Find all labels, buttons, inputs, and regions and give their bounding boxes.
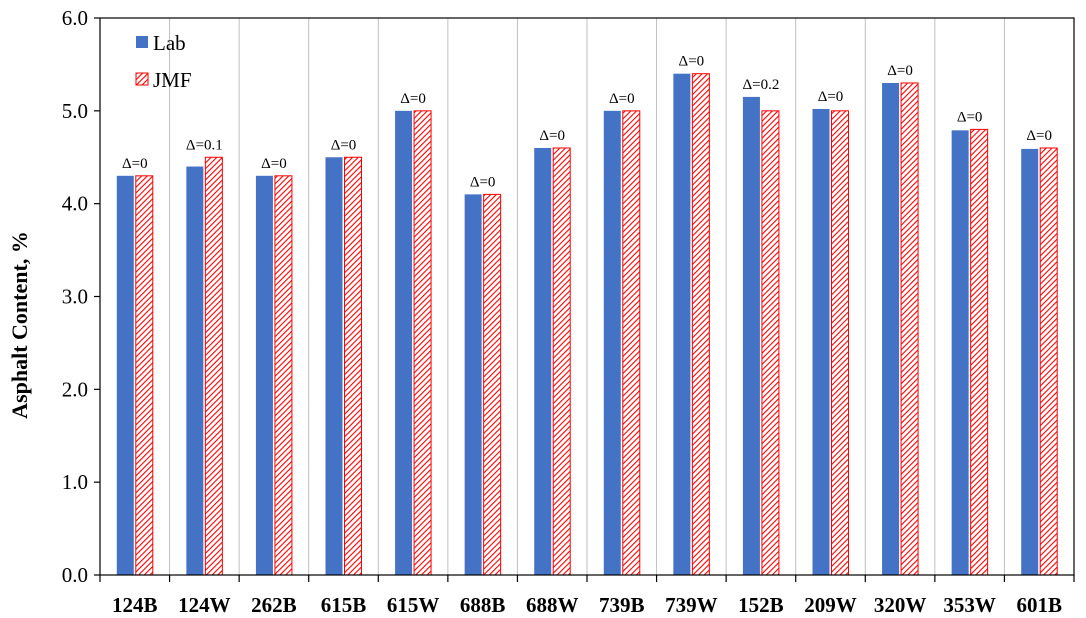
legend: Lab JMF [135,31,192,92]
axes: 0.0 1.0 2.0 3.0 4.0 5.0 6.0 124B 124W 262B 615B 615… [62,6,1075,617]
x-tick-label: 124B [112,593,158,617]
bar-lab-601b [1021,148,1039,575]
y-tick-label: 0.0 [62,563,88,587]
x-tick-label: 124W [178,593,231,617]
bar-lab-262b [255,175,273,576]
bars [116,73,1058,576]
delta-label: Δ=0 [609,91,635,107]
bar-jmf-353w [970,128,989,576]
delta-label: Δ=0 [957,109,983,125]
bar-lab-688b [464,194,482,575]
bar-lab-739b [603,110,621,575]
delta-label: Δ=0.1 [186,137,223,153]
bar-lab-124w [186,166,204,576]
bar-lab-615b [325,157,343,575]
delta-label: Δ=0 [818,89,844,105]
delta-label: Δ=0 [261,156,287,172]
bar-jmf-688b [483,193,502,576]
x-tick-label: 320W [874,593,927,617]
x-tick-label: 353W [943,593,996,617]
x-tick-label: 615B [321,593,367,617]
y-tick-label: 3.0 [62,285,88,309]
x-tick-label: 209W [804,593,857,617]
bar-jmf-124b [135,175,154,576]
bar-jmf-152b [761,110,780,576]
delta-label: Δ=0 [887,63,913,79]
legend-swatch-jmf [135,72,149,86]
bar-jmf-688w [552,147,571,576]
grid-lines [169,18,1005,575]
bar-lab-124b [116,175,134,576]
delta-label: Δ=0 [122,156,148,172]
y-axis-label: Asphalt Content, % [7,231,32,419]
bar-jmf-615b [344,156,362,576]
delta-label: Δ=0 [400,91,426,107]
x-tick-label: 152B [738,593,784,617]
y-tick-label: 6.0 [62,6,88,30]
delta-label: Δ=0 [1026,128,1052,144]
delta-label: Δ=0.2 [742,77,779,93]
bar-jmf-739w [691,73,710,576]
delta-label: Δ=0 [470,174,496,190]
bar-lab-320w [882,82,900,575]
bar-jmf-209w [831,110,849,576]
x-tick-label: 688B [460,593,506,617]
bar-lab-615w [395,110,413,575]
bar-lab-152b [742,96,760,576]
bar-jmf-615w [413,110,432,576]
bar-jmf-601b [1039,147,1058,576]
x-tick-label: 688W [526,593,579,617]
bar-jmf-739b [622,110,641,576]
delta-label: Δ=0 [539,128,565,144]
delta-label: Δ=0 [331,137,357,153]
bar-lab-688w [534,147,552,575]
data-labels: Δ=0 Δ=0.1 Δ=0 Δ=0 Δ=0 Δ=0 Δ=0 Δ=0 Δ=0 Δ=0.2 Δ=0 Δ=0… [122,54,1052,191]
y-tick-label: 2.0 [62,377,88,401]
x-tick-label: 615W [387,593,440,617]
bar-lab-353w [951,130,969,575]
x-tick-label: 739B [599,593,645,617]
legend-label-lab: Lab [153,31,186,55]
legend-label-jmf: JMF [153,68,192,92]
y-tick-label: 5.0 [62,99,88,123]
bar-lab-209w [812,108,830,575]
x-tick-label: 601B [1016,593,1062,617]
x-tick-label: 739W [665,593,718,617]
legend-swatch-lab [136,36,148,48]
x-tick-label: 262B [251,593,297,617]
bar-lab-739w [673,73,691,575]
delta-label: Δ=0 [679,54,705,70]
y-tick-label: 4.0 [62,192,88,216]
bar-jmf-320w [900,82,919,576]
bar-jmf-262b [274,175,293,576]
y-tick-label: 1.0 [62,470,88,494]
bar-jmf-124w [204,156,223,576]
